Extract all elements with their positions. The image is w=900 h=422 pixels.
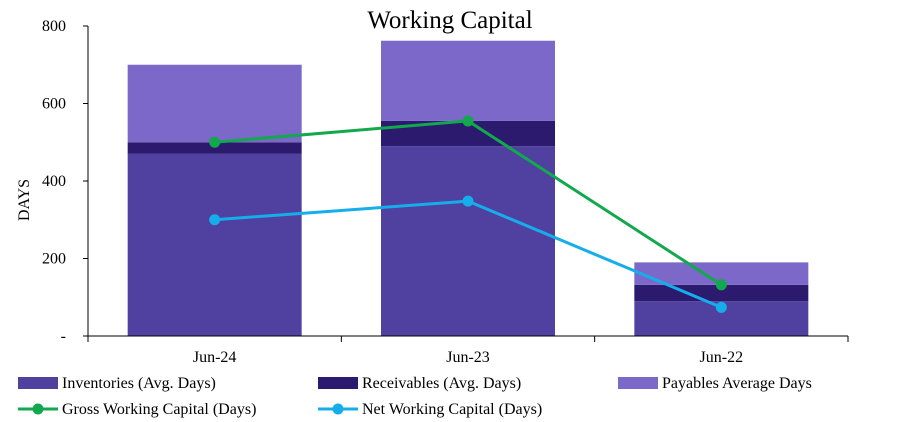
point-net-working-capital-days-jun-22 bbox=[715, 301, 727, 313]
bar-receivables-avg-days-jun-24 bbox=[127, 142, 302, 154]
legend-label: Payables Average Days bbox=[662, 375, 812, 392]
bar-payables-average-days-jun-24 bbox=[127, 64, 302, 143]
bar-payables-average-days-jun-23 bbox=[381, 40, 555, 121]
bar-inventories-avg-days-jun-24 bbox=[127, 153, 302, 336]
legend-label: Receivables (Avg. Days) bbox=[362, 375, 521, 392]
legend-swatch bbox=[18, 377, 58, 389]
bar-series bbox=[127, 40, 809, 336]
y-tick-label: 800 bbox=[42, 18, 66, 35]
legend-marker bbox=[332, 403, 344, 415]
point-gross-working-capital-days-jun-23 bbox=[462, 115, 474, 127]
y-axis-ticks: - 200 400 600 800 bbox=[42, 18, 88, 345]
x-tick-label: Jun-22 bbox=[700, 349, 744, 366]
legend: Inventories (Avg. Days) Receivables (Avg.… bbox=[18, 375, 812, 418]
line-series bbox=[209, 115, 727, 313]
point-gross-working-capital-days-jun-22 bbox=[715, 279, 727, 291]
chart-title: Working Capital bbox=[367, 7, 532, 34]
legend-item-payables-average-days: Payables Average Days bbox=[618, 375, 812, 392]
legend-item-gross-working-capital-days: Gross Working Capital (Days) bbox=[18, 401, 256, 418]
y-tick-label: 600 bbox=[42, 96, 66, 113]
legend-label: Inventories (Avg. Days) bbox=[62, 375, 216, 392]
y-tick-label: 400 bbox=[42, 173, 66, 190]
bar-payables-average-days-jun-22 bbox=[634, 262, 809, 285]
legend-item-inventories-avg-days: Inventories (Avg. Days) bbox=[18, 375, 216, 392]
legend-item-receivables-avg-days: Receivables (Avg. Days) bbox=[318, 375, 521, 392]
legend-marker bbox=[32, 403, 44, 415]
y-axis-label: DAYS bbox=[16, 179, 33, 221]
legend-item-net-working-capital-days: Net Working Capital (Days) bbox=[318, 401, 542, 418]
legend-label: Gross Working Capital (Days) bbox=[62, 401, 256, 418]
legend-label: Net Working Capital (Days) bbox=[362, 401, 542, 418]
x-tick-label: Jun-24 bbox=[193, 349, 237, 366]
bar-inventories-avg-days-jun-23 bbox=[381, 146, 555, 336]
legend-swatch bbox=[618, 377, 658, 389]
y-tick-label: 200 bbox=[42, 251, 66, 268]
legend-swatch bbox=[318, 377, 358, 389]
point-net-working-capital-days-jun-24 bbox=[209, 214, 221, 226]
x-axis-ticks: Jun-24 Jun-23 Jun-22 bbox=[87, 336, 849, 366]
point-net-working-capital-days-jun-23 bbox=[462, 195, 474, 207]
y-tick-label: - bbox=[61, 328, 66, 345]
point-gross-working-capital-days-jun-24 bbox=[209, 136, 221, 148]
x-tick-label: Jun-23 bbox=[446, 349, 490, 366]
